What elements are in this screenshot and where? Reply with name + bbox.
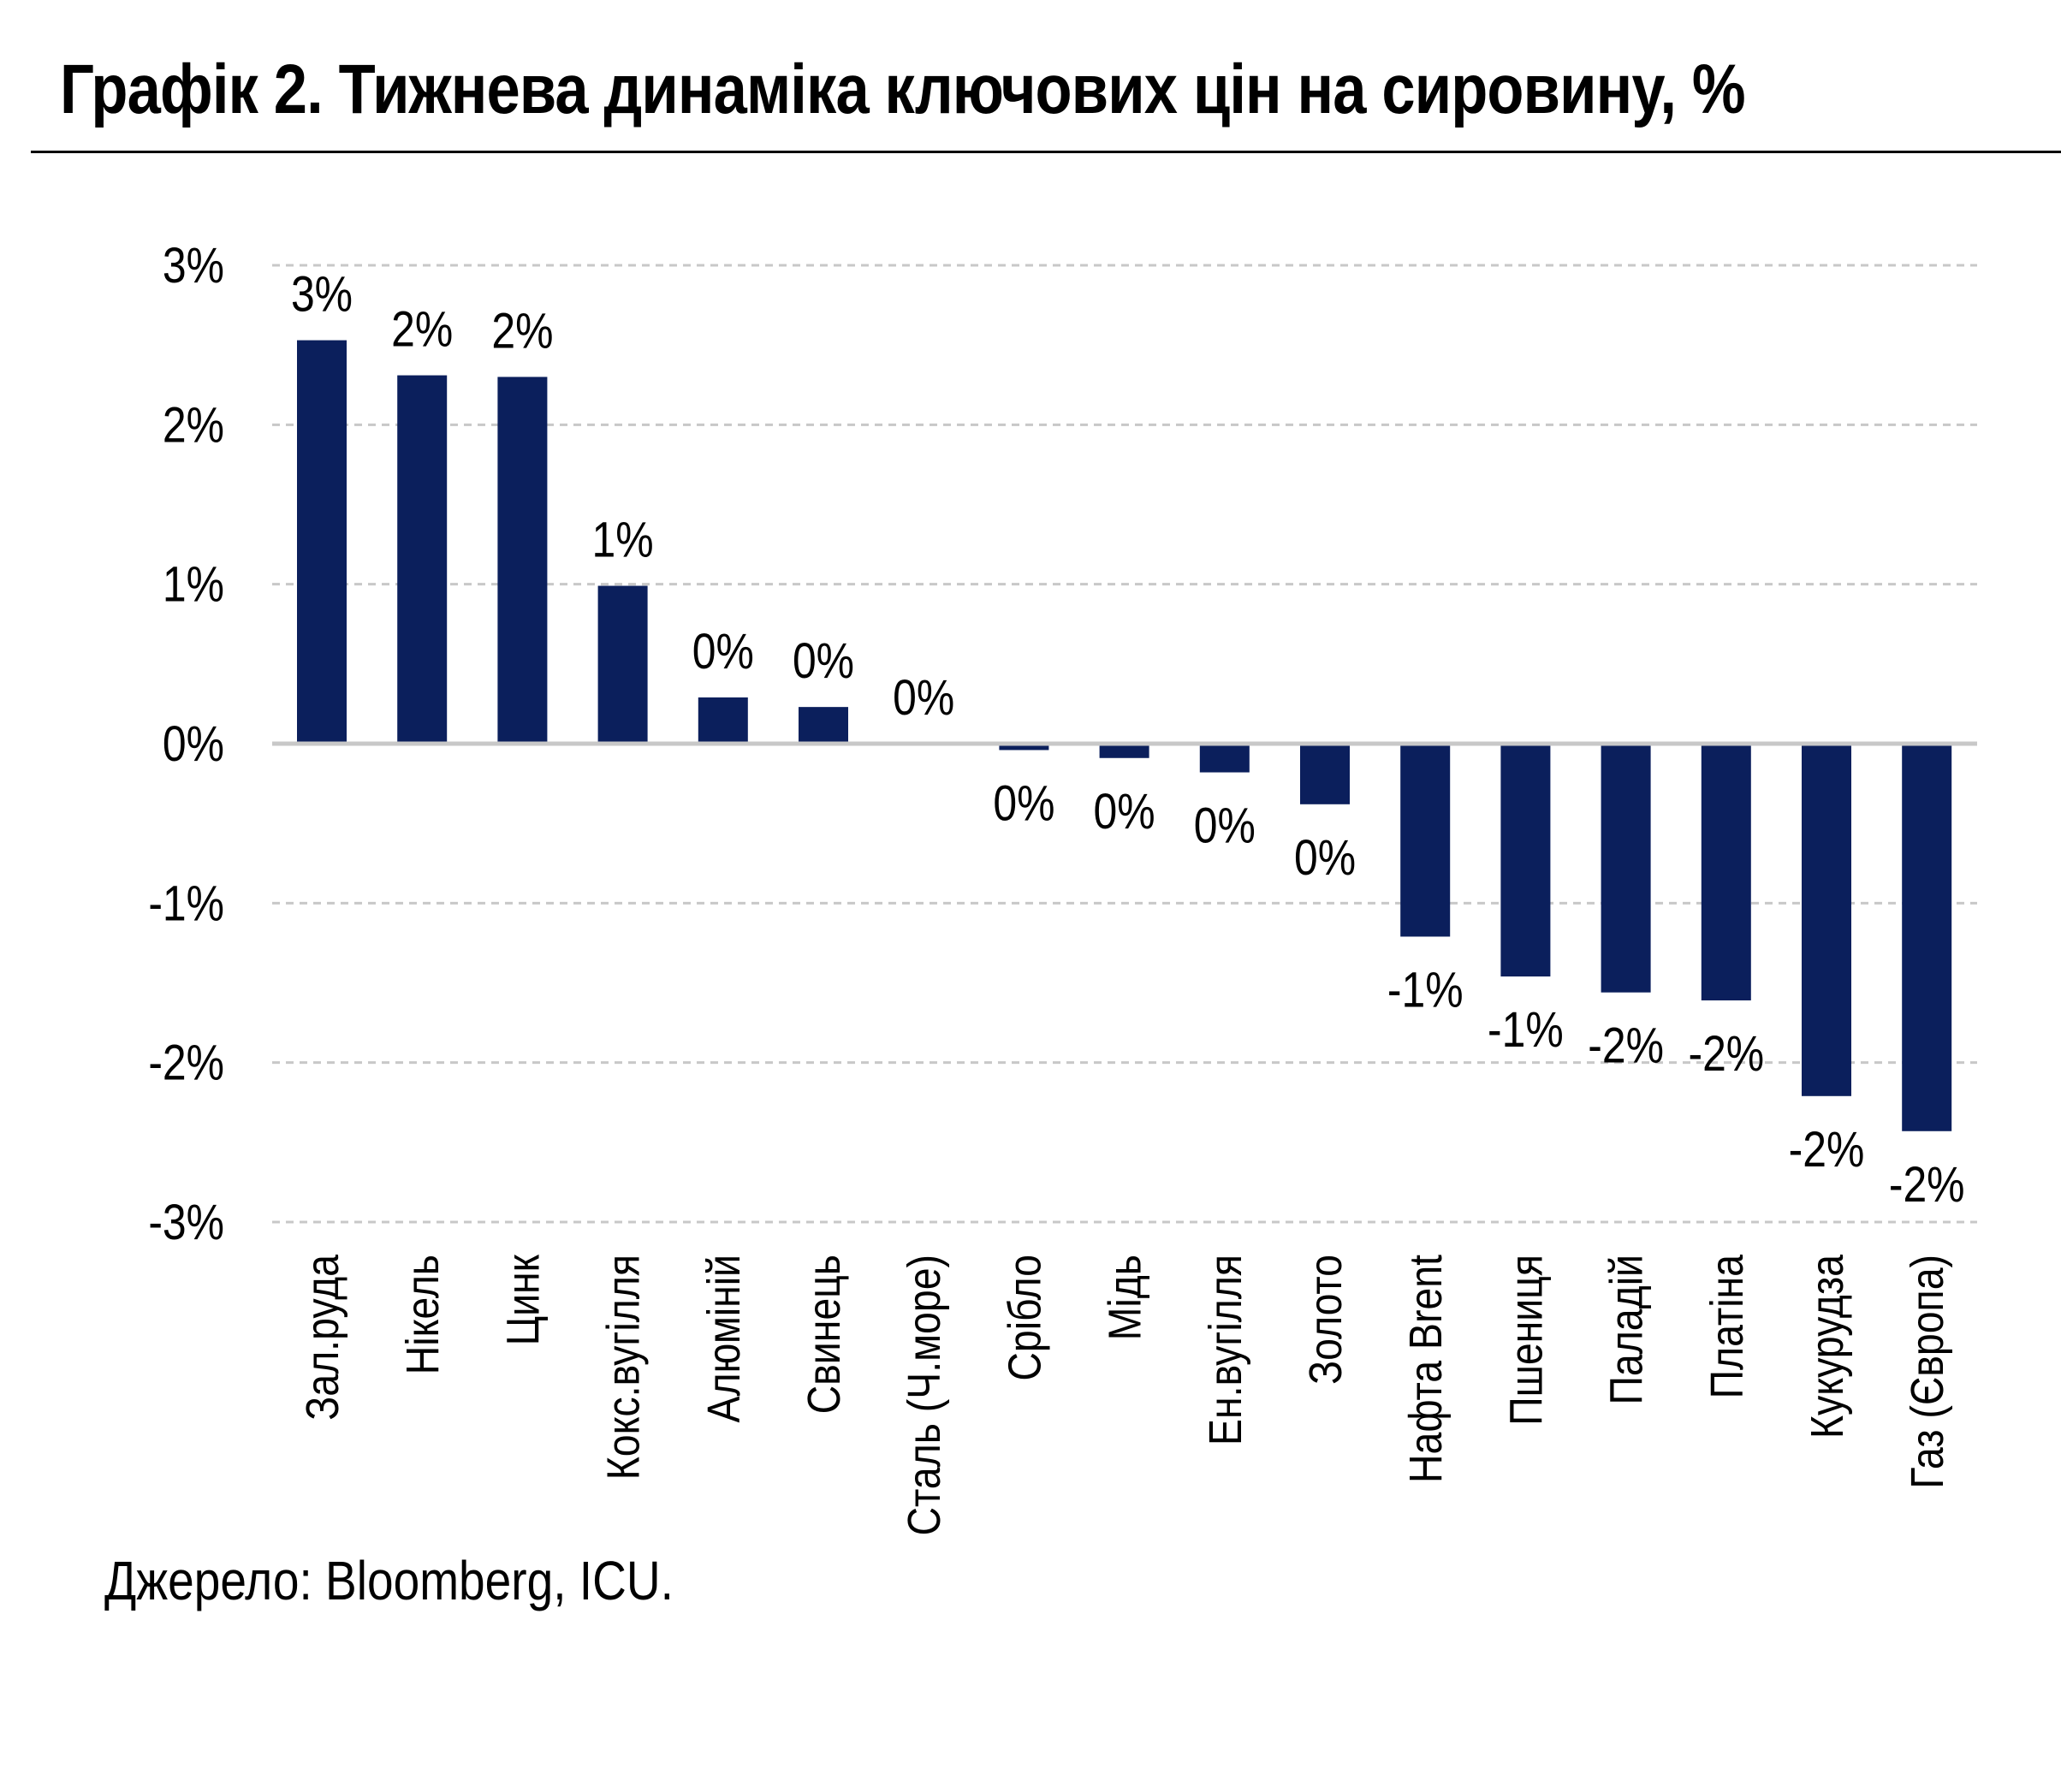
data-label: 3% [291,267,353,322]
y-tick-label: 1% [163,557,224,612]
category-label: Нікель [396,1255,448,1374]
bar [1902,744,1952,1131]
category-label: Алюміній [697,1255,749,1423]
category-label: Пшениця [1500,1255,1552,1426]
y-tick-label: -1% [148,876,224,931]
data-label: 0% [692,624,754,679]
y-tick-label: 0% [163,717,224,772]
bar [1300,744,1350,804]
bar [1701,744,1751,1000]
y-tick-label: 3% [163,239,224,294]
bar [497,377,548,744]
bar [1500,744,1551,977]
data-label: 0% [793,634,854,689]
bar [397,375,448,744]
chart-title: Графік 2. Тижнева динаміка ключових цін … [60,50,1746,128]
category-label: Сталь (Ч.море) [898,1255,950,1535]
bars [297,340,1952,1131]
data-labels: 3% 2% 2% 1% 0% 0% 0% 0% 0% 0% 0% -1% -1% -2% -2% -2% -2% [291,267,1965,1213]
title-divider [31,151,2061,153]
category-label: Нафта Brent [1399,1255,1452,1483]
bar [1099,744,1149,758]
category-label: Золото [1299,1255,1351,1385]
bar [1802,744,1851,1096]
bar [698,697,748,744]
data-label: 0% [1194,798,1256,853]
data-label: 0% [1094,784,1155,839]
bar [297,340,347,744]
y-tick-label: 2% [163,398,224,453]
data-label: -1% [1488,1003,1564,1058]
bar [799,707,848,744]
category-label: Платіна [1700,1255,1752,1398]
gridlines [272,264,1977,1224]
y-tick-label: -3% [148,1196,224,1250]
source-note: Джерело: Bloomberg, ICU. [104,1550,674,1611]
bar [999,744,1049,751]
data-label: -2% [1789,1122,1865,1177]
category-label: Ен.вугілля [1198,1255,1250,1445]
category-labels: Зал.руда Нікель Цинк Кокс.вугілля Алюміній Св… [296,1254,1953,1535]
category-label: Мідь [1098,1255,1150,1340]
y-tick-label: -2% [148,1035,224,1090]
data-label: 0% [1294,830,1356,885]
category-label: Цинк [496,1254,549,1345]
data-label: 0% [893,671,954,726]
bar [1199,744,1250,773]
bar [1601,744,1651,993]
category-label: Свинець [798,1255,850,1414]
category-label: Кукурудза [1801,1255,1853,1439]
bar [1400,744,1451,937]
category-label: Кокс.вугілля [597,1255,649,1480]
data-label: 2% [391,302,453,357]
data-label: -2% [1588,1018,1664,1073]
bar [597,585,648,744]
y-axis-tick-labels: 3% 2% 1% 0% -1% -2% -3% [148,239,224,1250]
category-label: Зал.руда [296,1255,348,1421]
data-label: -1% [1387,963,1464,1018]
data-label: -2% [1688,1027,1764,1082]
data-label: 0% [993,776,1054,831]
category-label: Паладій [1600,1255,1652,1404]
data-label: 2% [491,304,553,359]
category-label: Газ (Європа) [1901,1255,1953,1489]
data-label: -2% [1889,1157,1965,1212]
category-label: Срібло [998,1255,1050,1381]
data-label: 1% [592,513,654,567]
